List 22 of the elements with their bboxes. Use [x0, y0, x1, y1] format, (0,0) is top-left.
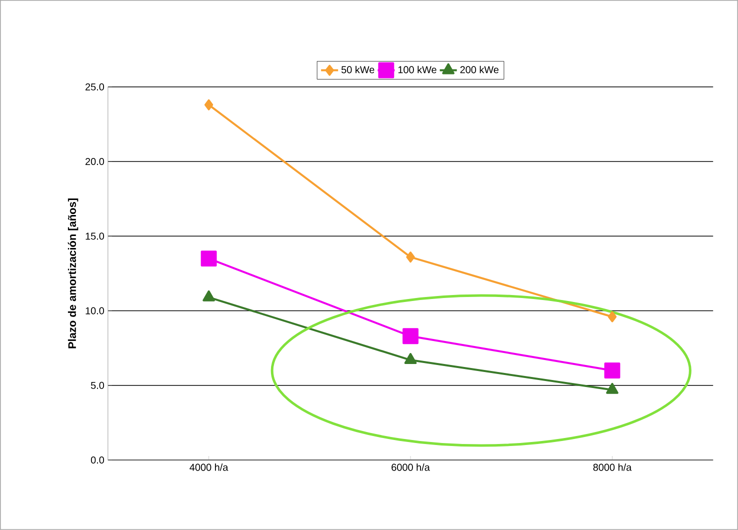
point	[604, 362, 620, 378]
point	[608, 311, 617, 322]
y-tick-label: 5.0	[90, 382, 104, 389]
x-tick-label: 6000 h/a	[392, 464, 430, 471]
y-tick-label: 25.0	[86, 83, 104, 90]
legend-label: 100 kWe	[398, 66, 436, 74]
y-tick-label: 0.0	[90, 456, 104, 464]
point	[606, 382, 618, 394]
legend-label: 50 kWe	[341, 66, 374, 74]
point	[200, 250, 217, 267]
point	[402, 328, 418, 344]
point	[204, 99, 214, 110]
x-tick-label: 8000 h/a	[593, 464, 632, 471]
point	[404, 353, 417, 364]
y-axis-title: Plazo de amortización [años]	[68, 198, 78, 348]
point	[406, 252, 415, 263]
x-tick-label: 4000 h/a	[190, 464, 228, 471]
legend-label: 200 kWe	[460, 66, 499, 74]
y-tick-label: 10.0	[86, 307, 104, 314]
point	[202, 290, 215, 302]
y-tick-label: 20.0	[86, 158, 104, 166]
y-tick-label: 15.0	[86, 232, 104, 240]
